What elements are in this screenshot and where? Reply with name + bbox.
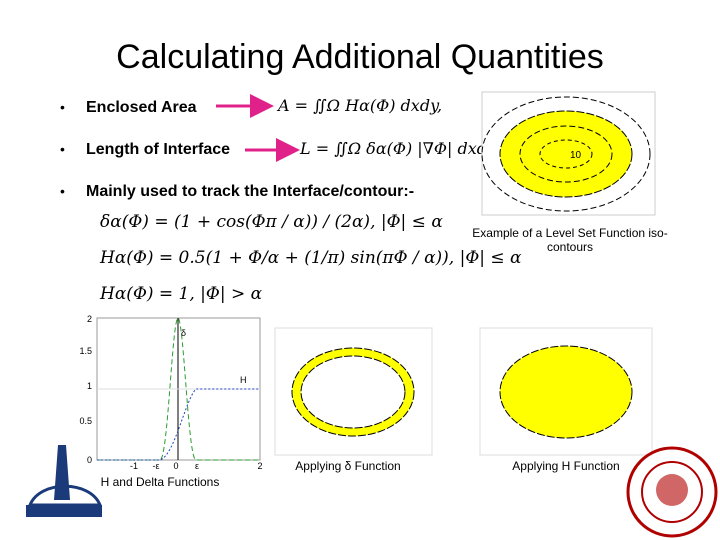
- bullet-dot: •: [60, 183, 65, 199]
- curve-label: H: [240, 375, 247, 385]
- y-label: 0: [87, 455, 92, 465]
- right-logo: [626, 446, 718, 538]
- equation: Hα(Φ) = 1, |Φ| > α: [100, 284, 263, 304]
- contour-label: 10: [570, 150, 582, 161]
- x-label: -1: [130, 461, 138, 471]
- y-label: 1: [87, 381, 92, 391]
- figure-caption: Example of a Level Set Function iso-cont…: [472, 226, 668, 254]
- x-label: ε: [195, 461, 199, 471]
- x-label: 2: [257, 461, 262, 471]
- figure-caption: H and Delta Functions: [100, 475, 220, 489]
- formula: L = ∬Ω δα(Φ) |∇Φ| dxdy,: [300, 139, 499, 158]
- slide-title: Calculating Additional Quantities: [116, 38, 604, 76]
- bullet-dot: •: [60, 141, 65, 157]
- figure-caption: Applying δ Function: [295, 459, 401, 473]
- y-label: 1.5: [79, 346, 92, 356]
- curve-label: δ: [181, 328, 186, 338]
- x-label: -ε: [152, 461, 159, 471]
- bullet: Mainly used to track the Interface/conto…: [86, 183, 415, 200]
- bullet-dot: •: [60, 99, 65, 115]
- x-label: 0: [173, 461, 178, 471]
- bullet: Enclosed Area: [86, 99, 197, 116]
- figure-caption: Applying H Function: [512, 459, 620, 473]
- y-label: 0.5: [79, 416, 92, 426]
- function-plot: 2 1.5 1 0.5 0 -1 -ε 0 ε 2 δ H: [79, 314, 262, 471]
- equation: Hα(Φ) = 0.5(1 + Φ/α + (1/π) sin(πΦ / α))…: [100, 248, 522, 268]
- y-label: 2: [87, 314, 92, 324]
- delta-figure: [274, 327, 433, 456]
- equation: δα(Φ) = (1 + cos(Φπ / α)) / (2α), |Φ| ≤ …: [100, 212, 443, 232]
- left-logo: [26, 445, 103, 517]
- level-set-figure: 10: [481, 91, 656, 216]
- formula: A = ∬Ω Hα(Φ) dxdy,: [278, 96, 443, 115]
- bullet: Length of Interface: [86, 141, 231, 158]
- heaviside-figure: [479, 327, 653, 456]
